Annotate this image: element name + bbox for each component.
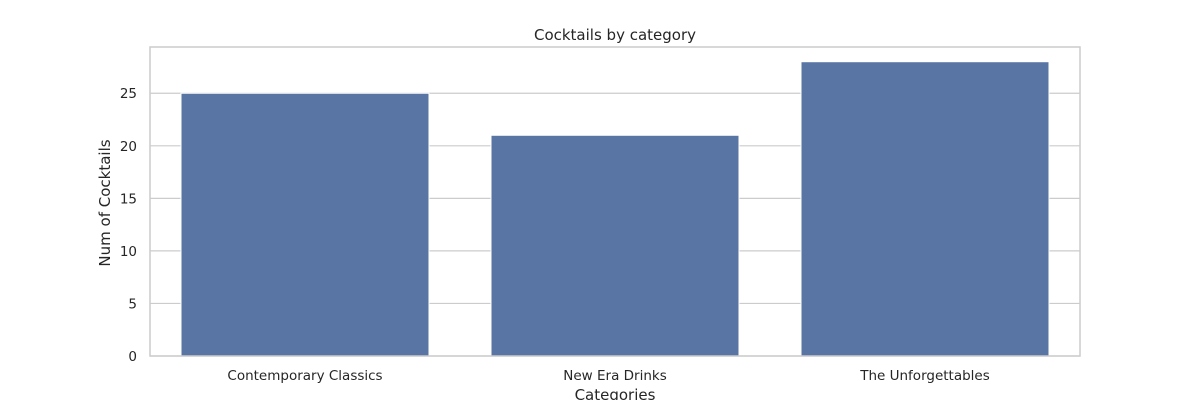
- y-tick-label: 25: [120, 86, 137, 102]
- x-axis-label: Categories: [575, 386, 656, 400]
- y-axis-label: Num of Cocktails: [96, 139, 114, 266]
- x-tick-label: Contemporary Classics: [227, 368, 382, 384]
- y-axis-ticks: 0 5 10 15 20 25: [120, 86, 137, 365]
- y-tick-label: 15: [120, 191, 137, 207]
- y-tick-label: 0: [128, 349, 137, 365]
- y-tick-label: 20: [120, 139, 137, 155]
- x-axis-ticks: Contemporary Classics New Era Drinks The U…: [227, 368, 989, 384]
- plot-frame: [149, 46, 1081, 357]
- bar: [180, 92, 430, 357]
- chart-title: Cocktails by category: [534, 26, 696, 44]
- y-tick-label: 10: [120, 244, 137, 260]
- bar: [800, 61, 1050, 357]
- x-tick-label: The Unforgettables: [859, 368, 990, 384]
- x-tick-label: New Era Drinks: [563, 368, 667, 384]
- bar-series: [180, 61, 1050, 357]
- bar: [490, 134, 740, 357]
- y-tick-label: 5: [128, 296, 137, 312]
